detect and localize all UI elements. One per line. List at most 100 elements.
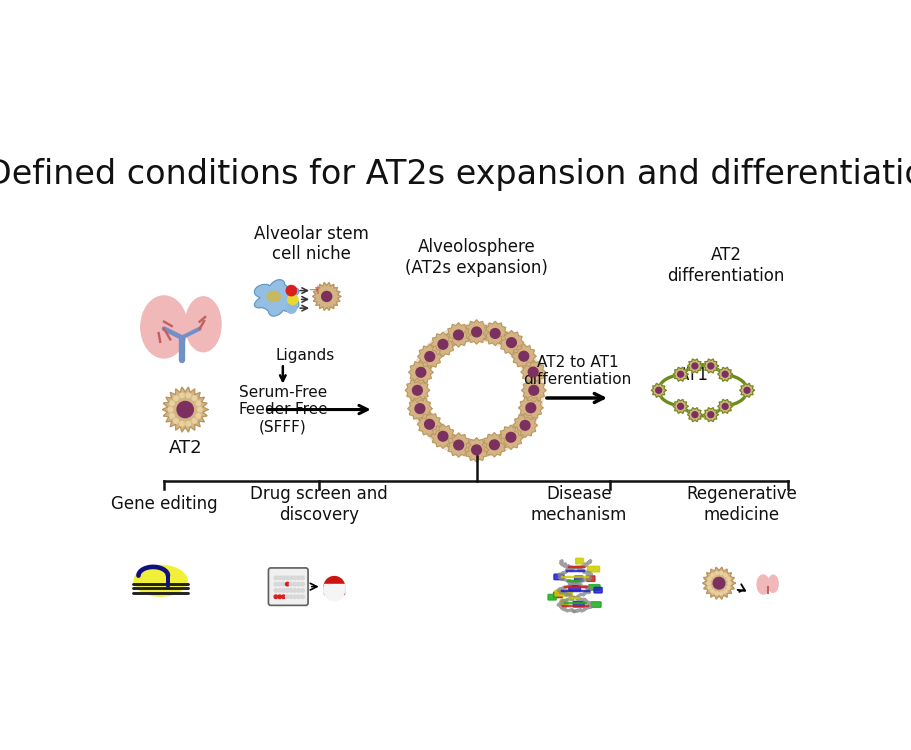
- Circle shape: [489, 440, 499, 450]
- Bar: [324, 586, 344, 593]
- Polygon shape: [446, 322, 471, 347]
- Polygon shape: [718, 400, 732, 413]
- Circle shape: [438, 340, 448, 350]
- Polygon shape: [702, 567, 735, 599]
- Text: Alveolosphere
(AT2s expansion): Alveolosphere (AT2s expansion): [405, 238, 548, 278]
- Circle shape: [727, 577, 730, 580]
- Circle shape: [415, 404, 425, 413]
- Circle shape: [293, 582, 297, 586]
- Circle shape: [177, 401, 193, 418]
- Circle shape: [416, 368, 425, 377]
- Circle shape: [708, 577, 711, 580]
- Circle shape: [727, 586, 730, 590]
- Circle shape: [293, 589, 297, 592]
- Circle shape: [281, 576, 285, 580]
- Polygon shape: [417, 344, 442, 369]
- Circle shape: [301, 582, 304, 586]
- Circle shape: [297, 595, 301, 598]
- Circle shape: [179, 422, 184, 426]
- Circle shape: [278, 589, 281, 592]
- FancyBboxPatch shape: [576, 558, 583, 564]
- Polygon shape: [482, 433, 507, 457]
- Circle shape: [278, 582, 281, 586]
- FancyBboxPatch shape: [589, 584, 600, 590]
- FancyBboxPatch shape: [269, 568, 308, 605]
- Circle shape: [715, 592, 718, 595]
- Circle shape: [281, 595, 285, 598]
- Text: Serum-Free
Feeder-Free
(SFFF): Serum-Free Feeder-Free (SFFF): [238, 385, 328, 434]
- FancyBboxPatch shape: [594, 587, 602, 593]
- Polygon shape: [718, 368, 732, 381]
- Polygon shape: [518, 396, 543, 420]
- Circle shape: [519, 351, 528, 361]
- Circle shape: [678, 371, 683, 377]
- Circle shape: [454, 440, 464, 450]
- Polygon shape: [408, 397, 432, 421]
- Polygon shape: [651, 383, 666, 398]
- Polygon shape: [446, 433, 471, 457]
- Circle shape: [425, 352, 435, 362]
- Circle shape: [520, 421, 530, 430]
- Ellipse shape: [134, 566, 187, 596]
- Circle shape: [301, 576, 304, 580]
- Polygon shape: [417, 413, 442, 436]
- Wedge shape: [324, 577, 344, 586]
- Circle shape: [722, 371, 728, 377]
- Circle shape: [711, 590, 714, 593]
- Polygon shape: [431, 332, 456, 356]
- Text: Alveolar stem
cell niche: Alveolar stem cell niche: [254, 224, 369, 263]
- Circle shape: [656, 387, 661, 393]
- Text: AT2: AT2: [169, 439, 202, 457]
- Circle shape: [290, 576, 293, 580]
- Circle shape: [322, 292, 332, 302]
- Circle shape: [507, 338, 517, 347]
- Circle shape: [293, 595, 297, 598]
- Polygon shape: [312, 283, 341, 310]
- Circle shape: [692, 412, 698, 418]
- Circle shape: [196, 401, 200, 406]
- Circle shape: [744, 387, 750, 393]
- Text: Drug screen and
discovery: Drug screen and discovery: [251, 484, 388, 524]
- Circle shape: [720, 572, 723, 574]
- Circle shape: [708, 363, 714, 369]
- Text: Gene editing: Gene editing: [111, 495, 218, 513]
- Polygon shape: [659, 364, 747, 416]
- Circle shape: [169, 413, 174, 419]
- Circle shape: [281, 582, 285, 586]
- Circle shape: [285, 589, 289, 592]
- Text: Disease
mechanism: Disease mechanism: [531, 484, 627, 524]
- Polygon shape: [409, 360, 433, 385]
- Polygon shape: [688, 359, 702, 373]
- FancyBboxPatch shape: [548, 595, 557, 600]
- Circle shape: [274, 582, 278, 586]
- Circle shape: [692, 363, 698, 369]
- Polygon shape: [483, 321, 507, 346]
- Circle shape: [198, 407, 202, 412]
- Circle shape: [169, 407, 173, 412]
- Circle shape: [192, 396, 197, 400]
- Circle shape: [297, 589, 301, 592]
- Ellipse shape: [267, 291, 281, 302]
- Ellipse shape: [757, 575, 770, 594]
- Text: AT2 to AT1
differentiation: AT2 to AT1 differentiation: [523, 355, 631, 387]
- Circle shape: [528, 368, 538, 377]
- Text: Regenerative
medicine: Regenerative medicine: [686, 484, 797, 524]
- Circle shape: [413, 386, 423, 395]
- Polygon shape: [688, 408, 702, 422]
- Polygon shape: [499, 331, 524, 355]
- Circle shape: [715, 572, 718, 574]
- Text: ⊣: ⊣: [309, 284, 320, 297]
- Polygon shape: [513, 413, 537, 437]
- Circle shape: [274, 595, 278, 598]
- Circle shape: [708, 586, 711, 590]
- Polygon shape: [703, 359, 718, 373]
- FancyBboxPatch shape: [560, 599, 568, 605]
- Polygon shape: [465, 438, 489, 462]
- Circle shape: [529, 386, 538, 395]
- Circle shape: [285, 582, 289, 586]
- Ellipse shape: [186, 297, 221, 352]
- Ellipse shape: [768, 575, 778, 592]
- Circle shape: [708, 412, 714, 418]
- Bar: [324, 584, 344, 590]
- Circle shape: [472, 327, 481, 337]
